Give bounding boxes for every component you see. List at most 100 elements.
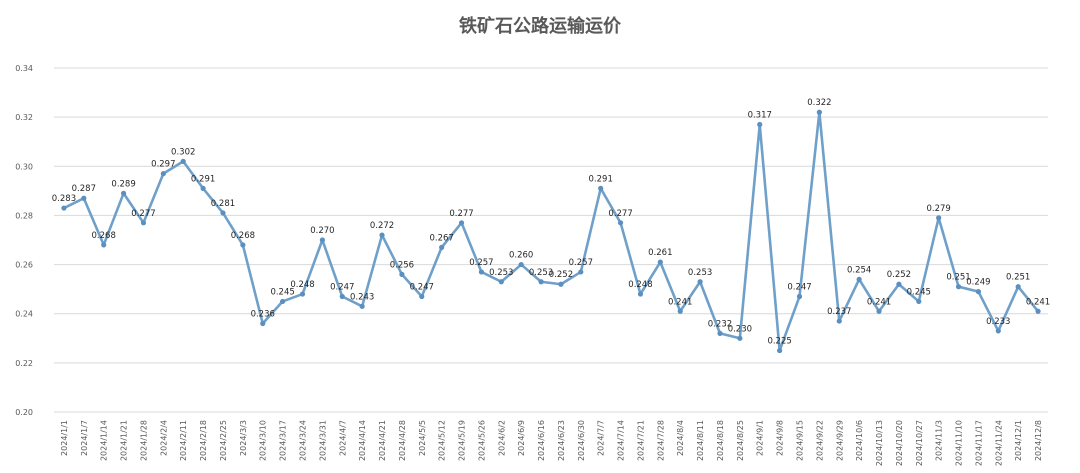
x-tick-label: 2024/1/28 — [139, 420, 148, 461]
data-label: 0.245 — [270, 287, 294, 297]
data-point — [955, 284, 962, 290]
x-tick-label: 2024/11/24 — [994, 420, 1003, 466]
x-tick-label: 2024/10/20 — [895, 420, 904, 466]
x-tick-label: 2024/3/17 — [279, 420, 288, 461]
x-tick-label: 2024/5/26 — [477, 420, 486, 461]
data-point — [81, 195, 87, 201]
data-label: 0.251 — [1006, 273, 1030, 283]
data-label: 0.283 — [52, 194, 76, 204]
data-label: 0.253 — [529, 268, 553, 278]
x-tick-label: 2024/8/25 — [736, 420, 745, 461]
data-label: 0.248 — [290, 280, 314, 290]
y-tick-label: 0.32 — [15, 113, 33, 122]
data-point — [578, 269, 584, 275]
data-label: 0.236 — [251, 310, 275, 320]
x-tick-label: 2024/1/7 — [80, 420, 89, 456]
x-tick-label: 2024/12/8 — [1034, 420, 1043, 461]
x-tick-label: 2024/7/7 — [597, 420, 606, 456]
data-label: 0.291 — [589, 174, 613, 184]
data-label: 0.256 — [390, 260, 414, 270]
data-point — [419, 293, 425, 300]
data-point — [876, 308, 882, 314]
data-point — [657, 259, 663, 265]
x-tick-label: 2024/3/24 — [299, 420, 308, 461]
data-label: 0.257 — [569, 258, 593, 268]
data-point — [637, 291, 644, 297]
data-point — [200, 185, 206, 191]
x-tick-label: 2024/3/3 — [239, 420, 248, 456]
data-label: 0.287 — [72, 184, 96, 194]
x-tick-label: 2024/9/22 — [815, 420, 824, 461]
x-tick-label: 2024/6/2 — [497, 420, 506, 456]
data-label: 0.254 — [847, 265, 871, 275]
data-point — [558, 281, 564, 287]
x-tick-label: 2024/4/14 — [358, 420, 367, 461]
data-point — [936, 215, 942, 221]
data-point — [498, 279, 504, 285]
data-label: 0.230 — [728, 324, 752, 334]
data-point — [439, 244, 445, 250]
data-point — [399, 271, 405, 277]
x-tick-label: 2024/5/19 — [458, 420, 467, 461]
x-tick-label: 2024/4/7 — [338, 420, 347, 456]
y-tick-label: 0.28 — [15, 211, 33, 220]
data-label: 0.317 — [748, 111, 772, 121]
data-label: 0.252 — [549, 270, 573, 280]
data-label: 0.260 — [509, 251, 533, 261]
x-tick-label: 2024/2/18 — [199, 420, 208, 461]
data-point — [816, 109, 822, 115]
data-point — [598, 185, 604, 191]
data-point — [518, 261, 524, 268]
x-tick-label: 2024/11/17 — [974, 420, 983, 466]
x-tick-label: 2024/7/21 — [636, 420, 645, 461]
x-tick-label: 2024/5/12 — [438, 420, 447, 461]
x-tick-label: 2024/1/14 — [100, 420, 109, 461]
data-label: 0.277 — [608, 209, 632, 219]
data-point — [478, 269, 485, 275]
x-tick-label: 2024/10/27 — [915, 420, 924, 466]
x-tick-label: 2024/4/28 — [398, 420, 407, 461]
x-tick-label: 2024/7/28 — [656, 420, 665, 461]
data-label: 0.253 — [688, 268, 712, 278]
y-tick-label: 0.34 — [15, 64, 33, 73]
data-point — [757, 121, 763, 128]
y-tick-label: 0.24 — [15, 310, 33, 319]
data-label: 0.243 — [350, 292, 374, 302]
x-tick-label: 2024/9/8 — [776, 420, 785, 456]
x-tick-label: 2024/4/21 — [378, 420, 387, 461]
data-label: 0.322 — [807, 98, 831, 108]
data-point — [1015, 284, 1021, 290]
data-point — [617, 220, 624, 226]
data-point — [61, 205, 67, 211]
data-point — [458, 220, 465, 226]
data-label: 0.233 — [986, 317, 1010, 327]
x-tick-label: 2024/6/9 — [517, 420, 526, 456]
data-point — [896, 281, 902, 287]
data-point — [140, 220, 147, 226]
x-tick-label: 2024/11/3 — [935, 420, 944, 461]
x-tick-label: 2024/1/1 — [60, 420, 69, 456]
data-point — [180, 158, 186, 164]
data-point — [836, 318, 842, 324]
data-label: 0.297 — [151, 160, 175, 170]
data-label: 0.261 — [648, 248, 672, 258]
data-point — [101, 242, 107, 248]
x-tick-label: 2024/2/11 — [179, 420, 188, 461]
data-point — [120, 190, 127, 196]
y-tick-label: 0.30 — [15, 162, 33, 171]
data-label: 0.245 — [907, 287, 931, 297]
data-label: 0.270 — [310, 226, 334, 236]
data-point — [1035, 308, 1041, 314]
data-point — [379, 232, 385, 238]
data-label: 0.251 — [946, 273, 970, 283]
data-label: 0.249 — [966, 278, 990, 288]
data-point — [697, 279, 703, 285]
data-point — [160, 171, 166, 177]
x-tick-label: 2024/3/10 — [259, 420, 268, 461]
data-label: 0.253 — [489, 268, 513, 278]
data-point — [280, 298, 286, 305]
data-point — [975, 289, 982, 295]
x-tick-label: 2024/6/16 — [537, 420, 546, 461]
